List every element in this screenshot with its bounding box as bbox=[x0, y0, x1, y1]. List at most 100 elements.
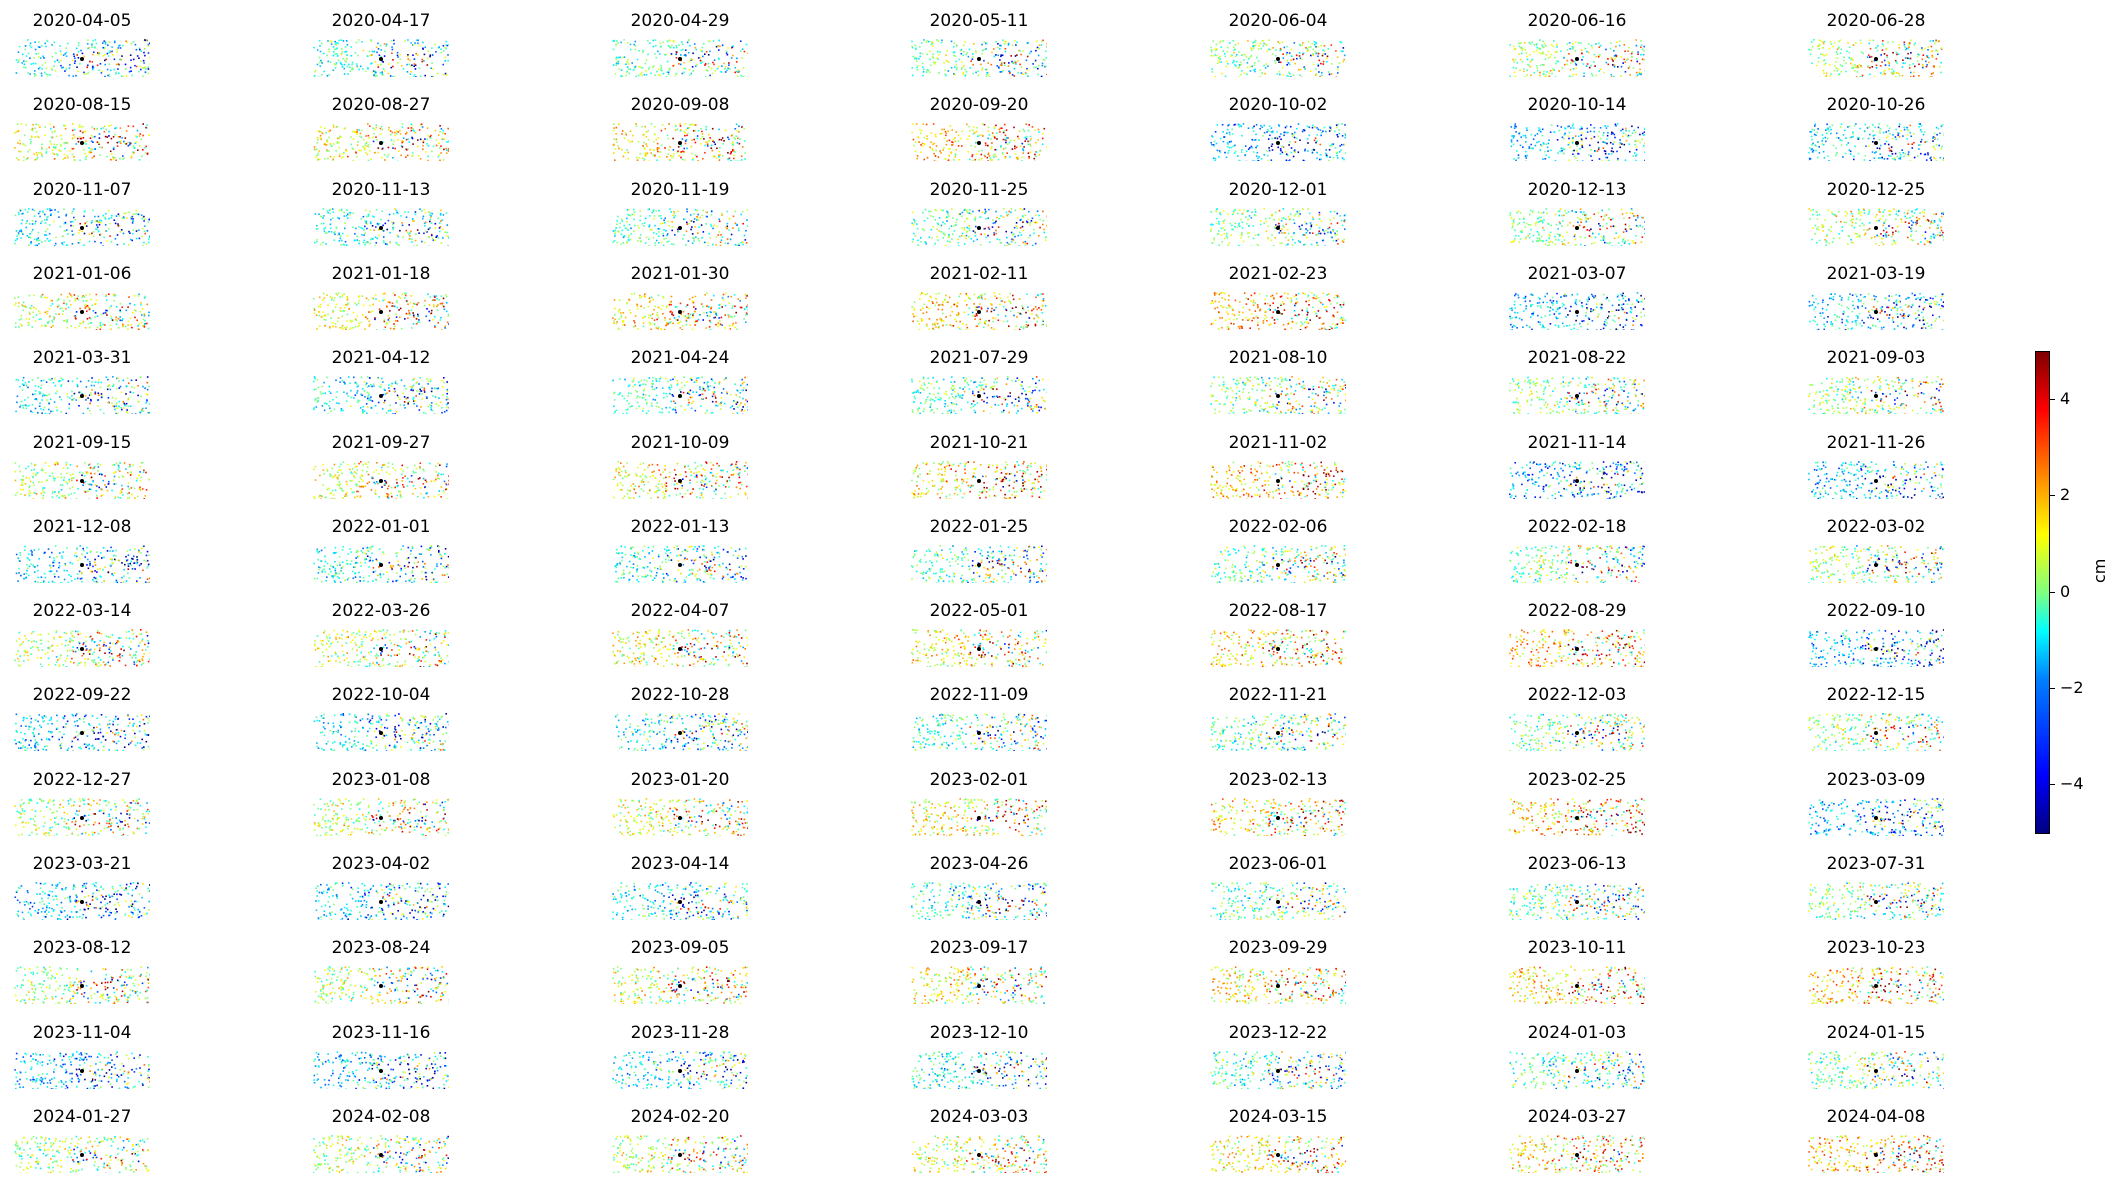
data-point bbox=[670, 53, 673, 55]
data-point bbox=[363, 148, 366, 150]
data-point bbox=[118, 141, 120, 143]
data-point bbox=[1604, 150, 1607, 153]
data-point bbox=[35, 131, 38, 133]
data-point bbox=[326, 54, 328, 57]
data-point bbox=[335, 226, 338, 229]
data-point bbox=[1825, 53, 1828, 56]
data-point bbox=[662, 72, 665, 75]
data-point bbox=[672, 137, 674, 140]
data-point bbox=[948, 148, 950, 151]
data-point bbox=[331, 159, 334, 162]
data-point bbox=[996, 216, 998, 218]
data-point bbox=[1547, 142, 1550, 145]
data-point bbox=[1323, 50, 1326, 52]
data-point bbox=[1615, 125, 1617, 127]
data-point bbox=[927, 69, 930, 72]
data-point bbox=[1238, 66, 1241, 68]
data-point bbox=[424, 46, 427, 49]
data-point bbox=[704, 64, 706, 66]
data-point bbox=[1942, 159, 1944, 162]
data-point bbox=[1514, 48, 1517, 50]
data-point bbox=[1234, 48, 1237, 51]
data-point bbox=[424, 224, 426, 227]
data-point bbox=[1581, 146, 1584, 149]
data-point bbox=[911, 40, 913, 43]
data-point bbox=[1334, 232, 1336, 234]
data-point bbox=[396, 54, 399, 57]
data-point bbox=[447, 141, 449, 143]
data-point bbox=[413, 65, 415, 67]
data-point bbox=[23, 66, 25, 69]
data-point bbox=[1306, 125, 1309, 128]
data-point bbox=[1590, 44, 1593, 47]
data-point bbox=[635, 123, 637, 125]
data-point bbox=[919, 46, 921, 48]
data-point bbox=[683, 151, 685, 154]
data-point bbox=[406, 55, 409, 58]
data-point bbox=[1867, 54, 1870, 56]
data-point bbox=[652, 236, 655, 239]
data-point bbox=[418, 231, 420, 234]
data-point bbox=[639, 73, 642, 75]
data-point bbox=[1538, 52, 1541, 54]
panel-title: 2020-11-07 bbox=[0, 180, 177, 200]
data-point bbox=[328, 48, 330, 51]
data-point bbox=[738, 244, 740, 246]
data-point bbox=[955, 64, 957, 66]
data-point bbox=[710, 210, 713, 212]
data-point bbox=[648, 66, 651, 69]
data-point bbox=[1033, 232, 1035, 234]
data-point bbox=[1605, 48, 1607, 51]
data-point bbox=[22, 232, 24, 235]
data-point bbox=[985, 68, 987, 71]
displacement-map bbox=[911, 39, 1047, 77]
data-point bbox=[333, 63, 336, 65]
data-point bbox=[344, 240, 347, 243]
data-point bbox=[955, 131, 958, 134]
data-point bbox=[1004, 40, 1006, 43]
data-point bbox=[79, 159, 81, 162]
data-point bbox=[377, 223, 379, 225]
reference-point bbox=[1276, 141, 1280, 146]
data-point bbox=[627, 238, 630, 241]
data-point bbox=[20, 236, 22, 239]
data-point bbox=[447, 150, 449, 152]
data-point bbox=[1021, 160, 1023, 162]
data-point bbox=[1593, 131, 1595, 133]
data-point bbox=[1254, 233, 1257, 236]
data-point bbox=[1913, 142, 1915, 144]
data-point bbox=[73, 55, 75, 58]
data-point bbox=[1860, 42, 1862, 44]
data-point bbox=[983, 41, 985, 43]
data-point bbox=[1327, 71, 1330, 73]
data-point bbox=[1281, 241, 1283, 244]
data-point bbox=[415, 232, 417, 235]
data-point bbox=[108, 125, 110, 127]
data-point bbox=[625, 63, 627, 65]
data-point bbox=[980, 134, 982, 136]
data-point bbox=[1608, 153, 1610, 156]
data-point bbox=[660, 45, 662, 48]
data-point bbox=[678, 44, 680, 46]
data-point bbox=[1815, 134, 1817, 137]
data-point bbox=[1840, 144, 1843, 147]
data-point bbox=[983, 48, 985, 51]
data-point bbox=[1306, 48, 1309, 50]
data-point bbox=[1526, 69, 1528, 72]
data-point bbox=[1913, 43, 1916, 46]
data-point bbox=[1299, 57, 1302, 60]
data-point bbox=[1848, 125, 1851, 128]
data-point bbox=[1861, 76, 1863, 77]
data-point bbox=[1252, 47, 1255, 50]
data-point bbox=[930, 141, 932, 144]
data-point bbox=[1015, 224, 1018, 227]
data-point bbox=[147, 238, 150, 240]
data-point bbox=[667, 220, 670, 222]
data-point bbox=[970, 145, 972, 147]
data-point bbox=[665, 53, 667, 56]
data-point bbox=[1907, 151, 1910, 154]
data-point bbox=[1840, 48, 1843, 51]
data-point bbox=[366, 227, 368, 229]
data-point bbox=[27, 72, 29, 74]
data-point bbox=[1329, 126, 1331, 128]
